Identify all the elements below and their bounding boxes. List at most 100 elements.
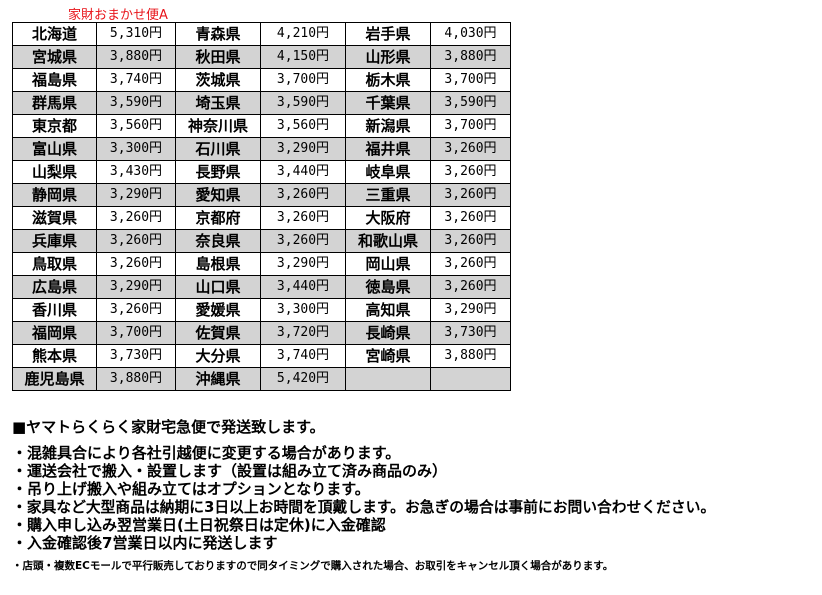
prefecture-cell <box>345 367 431 391</box>
price-cell: 3,260円 <box>96 229 176 253</box>
prefecture-cell: 広島県 <box>12 275 97 299</box>
table-row: 富山県 3,300円 石川県 3,290円 福井県 3,260円 <box>12 137 511 161</box>
price-cell: 3,700円 <box>430 114 511 138</box>
prefecture-cell: 静岡県 <box>12 183 97 207</box>
prefecture-cell: 岡山県 <box>345 252 431 276</box>
prefecture-cell: 群馬県 <box>12 91 97 115</box>
table-row: 熊本県 3,730円 大分県 3,740円 宮崎県 3,880円 <box>12 344 511 368</box>
prefecture-cell: 埼玉県 <box>175 91 261 115</box>
prefecture-cell: 大阪府 <box>345 206 431 230</box>
price-cell: 3,260円 <box>430 137 511 161</box>
price-cell: 5,310円 <box>96 22 176 46</box>
note-item: ・購入申し込み翌営業日(土日祝祭日は定休)に入金確認 <box>12 516 386 534</box>
price-cell <box>430 367 511 391</box>
note-small: ・店頭・複数ECモールで平行販売しておりますので同タイミングで購入された場合、お… <box>12 560 614 572</box>
price-cell: 5,420円 <box>260 367 346 391</box>
prefecture-cell: 岐阜県 <box>345 160 431 184</box>
prefecture-cell: 栃木県 <box>345 68 431 92</box>
table-row: 福岡県 3,700円 佐賀県 3,720円 長崎県 3,730円 <box>12 321 511 345</box>
prefecture-cell: 長野県 <box>175 160 261 184</box>
price-cell: 3,260円 <box>430 160 511 184</box>
note-item: ・混雑具合により各社引越便に変更する場合があります。 <box>12 444 401 462</box>
price-cell: 3,700円 <box>96 321 176 345</box>
price-cell: 3,260円 <box>430 275 511 299</box>
prefecture-cell: 和歌山県 <box>345 229 431 253</box>
prefecture-cell: 愛知県 <box>175 183 261 207</box>
table-row: 兵庫県 3,260円 奈良県 3,260円 和歌山県 3,260円 <box>12 229 511 253</box>
price-cell: 3,590円 <box>96 91 176 115</box>
price-cell: 3,880円 <box>430 45 511 69</box>
price-cell: 3,560円 <box>96 114 176 138</box>
shipping-rate-table: 北海道 5,310円 青森県 4,210円 岩手県 4,030円 宮城県 3,880円 秋田県 4… <box>12 22 511 391</box>
price-cell: 3,290円 <box>260 137 346 161</box>
price-cell: 3,700円 <box>430 68 511 92</box>
table-row: 東京都 3,560円 神奈川県 3,560円 新潟県 3,700円 <box>12 114 511 138</box>
prefecture-cell: 青森県 <box>175 22 261 46</box>
note-item: ・入金確認後7営業日以内に発送します <box>12 534 278 552</box>
prefecture-cell: 福島県 <box>12 68 97 92</box>
note-item: ・運送会社で搬入・設置します（設置は組み立て済み商品のみ） <box>12 462 448 480</box>
prefecture-cell: 沖縄県 <box>175 367 261 391</box>
price-cell: 3,440円 <box>260 275 346 299</box>
price-cell: 3,730円 <box>96 344 176 368</box>
price-cell: 3,260円 <box>96 206 176 230</box>
price-cell: 3,290円 <box>96 275 176 299</box>
price-cell: 3,290円 <box>430 298 511 322</box>
table-row: 鹿児島県 3,880円 沖縄県 5,420円 <box>12 367 511 391</box>
prefecture-cell: 三重県 <box>345 183 431 207</box>
price-cell: 3,300円 <box>260 298 346 322</box>
price-cell: 3,740円 <box>96 68 176 92</box>
prefecture-cell: 神奈川県 <box>175 114 261 138</box>
prefecture-cell: 福岡県 <box>12 321 97 345</box>
prefecture-cell: 愛媛県 <box>175 298 261 322</box>
price-cell: 3,260円 <box>260 229 346 253</box>
table-row: 北海道 5,310円 青森県 4,210円 岩手県 4,030円 <box>12 22 511 46</box>
prefecture-cell: 北海道 <box>12 22 97 46</box>
prefecture-cell: 熊本県 <box>12 344 97 368</box>
price-cell: 3,290円 <box>96 183 176 207</box>
price-cell: 4,150円 <box>260 45 346 69</box>
table-row: 宮城県 3,880円 秋田県 4,150円 山形県 3,880円 <box>12 45 511 69</box>
prefecture-cell: 宮城県 <box>12 45 97 69</box>
prefecture-cell: 長崎県 <box>345 321 431 345</box>
prefecture-cell: 岩手県 <box>345 22 431 46</box>
price-cell: 3,260円 <box>260 206 346 230</box>
price-cell: 4,210円 <box>260 22 346 46</box>
table-row: 鳥取県 3,260円 島根県 3,290円 岡山県 3,260円 <box>12 252 511 276</box>
table-row: 群馬県 3,590円 埼玉県 3,590円 千葉県 3,590円 <box>12 91 511 115</box>
price-cell: 3,560円 <box>260 114 346 138</box>
price-cell: 3,440円 <box>260 160 346 184</box>
prefecture-cell: 大分県 <box>175 344 261 368</box>
prefecture-cell: 香川県 <box>12 298 97 322</box>
price-cell: 3,720円 <box>260 321 346 345</box>
table-row: 福島県 3,740円 茨城県 3,700円 栃木県 3,700円 <box>12 68 511 92</box>
prefecture-cell: 滋賀県 <box>12 206 97 230</box>
table-row: 滋賀県 3,260円 京都府 3,260円 大阪府 3,260円 <box>12 206 511 230</box>
prefecture-cell: 佐賀県 <box>175 321 261 345</box>
prefecture-cell: 福井県 <box>345 137 431 161</box>
prefecture-cell: 山形県 <box>345 45 431 69</box>
prefecture-cell: 宮崎県 <box>345 344 431 368</box>
shipping-plan-title: 家財おまかせ便A <box>68 8 168 23</box>
price-cell: 3,260円 <box>260 183 346 207</box>
price-cell: 3,730円 <box>430 321 511 345</box>
price-cell: 3,740円 <box>260 344 346 368</box>
prefecture-cell: 島根県 <box>175 252 261 276</box>
price-cell: 4,030円 <box>430 22 511 46</box>
prefecture-cell: 高知県 <box>345 298 431 322</box>
shipping-notes: ■ヤマトらくらく家財宅急便で発送致します。 ・混雑具合により各社引越便に変更する… <box>12 416 726 573</box>
prefecture-cell: 山梨県 <box>12 160 97 184</box>
prefecture-cell: 鹿児島県 <box>12 367 97 391</box>
price-cell: 3,260円 <box>430 183 511 207</box>
price-cell: 3,430円 <box>96 160 176 184</box>
prefecture-cell: 京都府 <box>175 206 261 230</box>
prefecture-cell: 徳島県 <box>345 275 431 299</box>
notes-heading: ■ヤマトらくらく家財宅急便で発送致します。 <box>12 418 325 436</box>
price-cell: 3,300円 <box>96 137 176 161</box>
prefecture-cell: 山口県 <box>175 275 261 299</box>
price-cell: 3,880円 <box>96 367 176 391</box>
price-cell: 3,700円 <box>260 68 346 92</box>
note-item: ・家具など大型商品は納期に3日以上お時間を頂戴します。お急ぎの場合は事前にお問い… <box>12 498 716 516</box>
prefecture-cell: 茨城県 <box>175 68 261 92</box>
price-cell: 3,880円 <box>430 344 511 368</box>
